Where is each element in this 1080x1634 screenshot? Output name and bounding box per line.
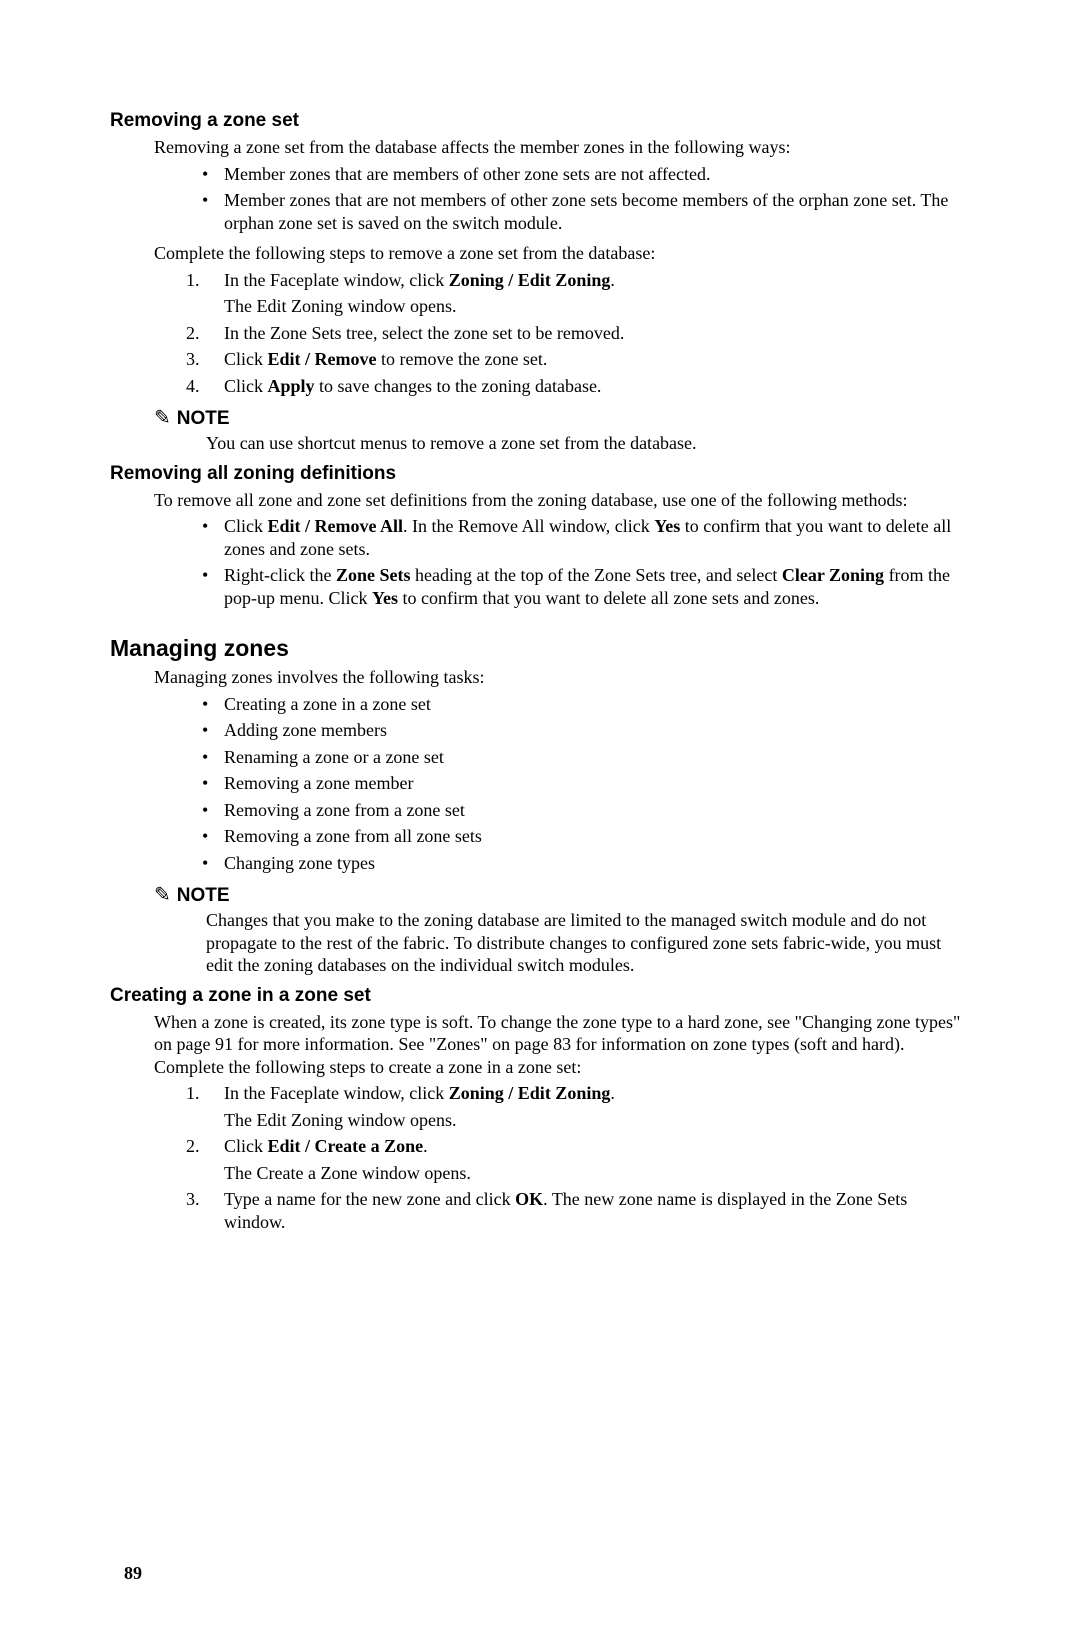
bold-text: Zoning / Edit Zoning [449,270,611,290]
note-label: NOTE [177,885,230,907]
paragraph: Removing a zone set from the database af… [154,136,970,159]
text-run: Type a name for the new zone and click [224,1189,515,1209]
note-label: NOTE [177,408,230,430]
note-body: You can use shortcut menus to remove a z… [206,432,970,455]
bold-text: Clear Zoning [782,565,884,585]
text-run: . [423,1136,428,1156]
note-header: ✎ NOTE [154,405,970,430]
step-sub: The Edit Zoning window opens. [224,1109,970,1132]
list-item: Renaming a zone or a zone set [202,746,970,769]
document-page: Removing a zone set Removing a zone set … [0,0,1080,1634]
text-run: Click [224,1136,268,1156]
paragraph: When a zone is created, its zone type is… [154,1011,970,1079]
step-sub: The Edit Zoning window opens. [224,295,970,318]
bold-text: Edit / Remove [268,349,377,369]
text-run: . In the Remove All window, click [403,516,654,536]
heading-managing-zones: Managing zones [110,635,970,662]
bold-text: Edit / Create a Zone [268,1136,424,1156]
bold-text: Yes [372,588,398,608]
list-item: Removing a zone from all zone sets [202,825,970,848]
text-run: Right-click the [224,565,336,585]
text-run: to save changes to the zoning database. [315,376,602,396]
list-item: Right-click the Zone Sets heading at the… [202,564,970,609]
paragraph: Managing zones involves the following ta… [154,666,970,689]
text-run: Click [224,376,268,396]
list-item: In the Zone Sets tree, select the zone s… [186,322,970,345]
list-item: Changing zone types [202,852,970,875]
text-run: to confirm that you want to delete all z… [398,588,819,608]
paragraph: Complete the following steps to remove a… [154,242,970,265]
list-item: Member zones that are not members of oth… [202,189,970,234]
list-item: In the Faceplate window, click Zoning / … [186,1082,970,1131]
list-item: Type a name for the new zone and click O… [186,1188,970,1233]
step-sub: The Create a Zone window opens. [224,1162,970,1185]
bold-text: Edit / Remove All [268,516,404,536]
note-header: ✎ NOTE [154,882,970,907]
note-body: Changes that you make to the zoning data… [206,909,970,977]
text-run: . [610,1083,615,1103]
heading-removing-zone-set: Removing a zone set [110,110,970,132]
text-run: Click [224,516,268,536]
list-item: Click Apply to save changes to the zonin… [186,375,970,398]
list-item: Click Edit / Remove All. In the Remove A… [202,515,970,560]
list-item: Removing a zone from a zone set [202,799,970,822]
text-run: In the Faceplate window, click [224,1083,449,1103]
list-item: Removing a zone member [202,772,970,795]
list-item: Click Edit / Create a Zone. The Create a… [186,1135,970,1184]
list-item: Adding zone members [202,719,970,742]
bold-text: Yes [654,516,680,536]
heading-creating-zone: Creating a zone in a zone set [110,985,970,1007]
text-run: heading at the top of the Zone Sets tree… [411,565,782,585]
note-icon: ✎ [154,882,171,907]
text-run: to remove the zone set. [376,349,547,369]
bold-text: OK [515,1189,543,1209]
list-item: Click Edit / Remove to remove the zone s… [186,348,970,371]
ordered-list: In the Faceplate window, click Zoning / … [154,1082,970,1233]
list-item: Member zones that are members of other z… [202,163,970,186]
bold-text: Zone Sets [336,565,411,585]
ordered-list: In the Faceplate window, click Zoning / … [154,269,970,398]
list-item: Creating a zone in a zone set [202,693,970,716]
paragraph: To remove all zone and zone set definiti… [154,489,970,512]
list-item: In the Faceplate window, click Zoning / … [186,269,970,318]
heading-removing-all-zoning: Removing all zoning definitions [110,463,970,485]
text-run: Click [224,349,268,369]
bold-text: Apply [268,376,315,396]
bold-text: Zoning / Edit Zoning [449,1083,611,1103]
bullet-list: Click Edit / Remove All. In the Remove A… [154,515,970,609]
text-run: In the Faceplate window, click [224,270,449,290]
page-number: 89 [124,1563,970,1584]
text-run: . [610,270,615,290]
bullet-list: Creating a zone in a zone set Adding zon… [154,693,970,875]
note-icon: ✎ [154,405,171,430]
bullet-list: Member zones that are members of other z… [154,163,970,235]
